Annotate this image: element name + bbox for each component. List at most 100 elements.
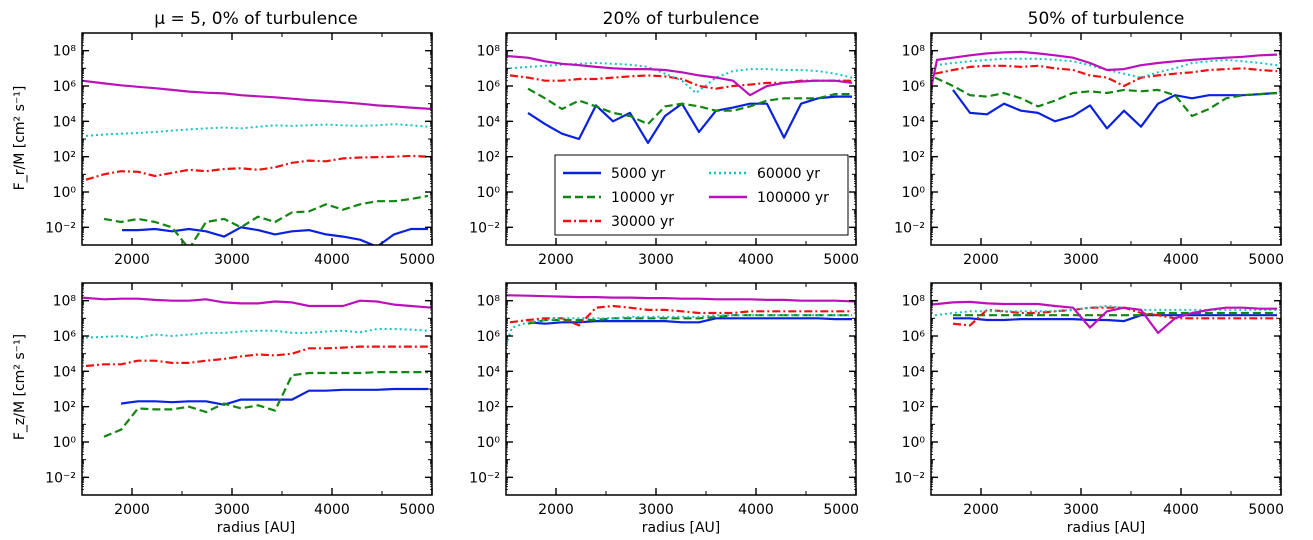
xlabel-1: radius [AU]: [642, 520, 720, 536]
y-tick-label: 10⁶: [53, 79, 77, 95]
x-tick-label: 5000: [1248, 252, 1284, 268]
x-tick-label: 2000: [114, 502, 150, 518]
y-tick-label: 10⁴: [53, 364, 77, 380]
series-line-30000-yr: [952, 306, 1277, 327]
y-tick-label: 10⁴: [477, 364, 501, 380]
series-line-60000-yr: [85, 328, 429, 339]
axes-frame: [930, 32, 1282, 246]
series-line-10000-yr: [103, 194, 429, 245]
y-tick-label: 10⁸: [477, 44, 501, 60]
y-tick-label: 10⁶: [902, 329, 926, 345]
y-tick-label: 10⁸: [53, 44, 77, 60]
panel-2: 10⁻² 10⁰ 10² 10⁴ 10⁶ 10⁸ 2000 3000 4000 5000: [894, 32, 1284, 268]
x-tick-label: 4000: [314, 502, 350, 518]
x-tick-label: 3000: [214, 502, 250, 518]
panel-title-2: 50% of turbulence: [1028, 9, 1185, 29]
series-line-60000-yr: [509, 62, 853, 94]
x-tick-label: 2000: [114, 252, 150, 268]
panel-3: 10⁻² 10⁰ 10² 10⁴ 10⁶ 10⁸ 2000 3000 4000 5000: [45, 282, 435, 518]
series-group: [931, 300, 1277, 334]
y-tick-label: 10⁶: [902, 79, 926, 95]
x-tick-label: 2000: [538, 502, 574, 518]
legend-box: [554, 154, 849, 236]
series-line-5000-yr: [120, 387, 428, 406]
series-line-10000-yr: [527, 87, 852, 126]
x-tick-label: 2000: [538, 252, 574, 268]
y-tick-label: 10⁻²: [45, 470, 76, 486]
y-tick-label: 10⁸: [902, 44, 926, 60]
x-tick-label: 3000: [1063, 252, 1099, 268]
legend-entry: 10000 yr: [611, 190, 674, 206]
series-line-5000-yr: [527, 317, 852, 325]
series-line-100000-yr: [82, 79, 432, 111]
x-tick-label: 4000: [738, 252, 774, 268]
xlabel-0: radius [AU]: [217, 520, 295, 536]
y-tick-label: 10⁶: [477, 329, 501, 345]
series-line-100000-yr: [82, 296, 432, 309]
x-tick-label: 4000: [738, 502, 774, 518]
x-tick-label: 4000: [1163, 252, 1199, 268]
series-group: [931, 50, 1278, 130]
legend-entry: 30000 yr: [611, 214, 674, 230]
series-group: [506, 54, 853, 144]
series-line-10000-yr: [953, 311, 1277, 317]
x-tick-label: 5000: [399, 252, 435, 268]
y-tick-label: 10⁻²: [894, 470, 925, 486]
series-line-5000-yr: [122, 226, 428, 245]
y-tick-label: 10⁻²: [894, 220, 925, 236]
y-tick-label: 10⁴: [477, 114, 501, 130]
x-tick-label: 5000: [399, 502, 435, 518]
x-tick-label: 4000: [1163, 502, 1199, 518]
series-line-60000-yr: [85, 123, 429, 137]
series-line-100000-yr: [506, 294, 856, 303]
series-line-60000-yr: [934, 305, 1277, 317]
y-tick-label: 10⁸: [53, 294, 77, 310]
series-line-10000-yr: [103, 371, 428, 438]
y-tick-label: 10⁰: [477, 185, 501, 201]
series-line-30000-yr: [934, 64, 1278, 88]
y-tick-label: 10²: [902, 400, 925, 416]
y-axis-labels: F_r/M [cm² s⁻¹] F_z/M [cm² s⁻¹]: [12, 86, 28, 440]
x-tick-label: 5000: [823, 252, 859, 268]
y-tick-label: 10⁴: [902, 364, 926, 380]
series-line-5000-yr: [527, 95, 852, 144]
x-tick-label: 2000: [963, 502, 999, 518]
series-group: [82, 296, 432, 438]
series-line-30000-yr: [85, 345, 428, 368]
x-tick-label: 2000: [963, 252, 999, 268]
x-tick-label: 3000: [638, 252, 674, 268]
x-tick-label: 3000: [1063, 502, 1099, 518]
legend-entry: 5000 yr: [611, 166, 665, 182]
y-tick-label: 10²: [53, 150, 76, 166]
series-group: [506, 294, 856, 346]
x-tick-label: 3000: [638, 502, 674, 518]
x-tick-label: 5000: [823, 502, 859, 518]
series-line-60000-yr: [506, 314, 852, 346]
series-line-5000-yr: [953, 314, 1277, 323]
y-tick-label: 10⁸: [902, 294, 926, 310]
y-tick-label: 10⁴: [53, 114, 77, 130]
x-tick-label: 3000: [214, 252, 250, 268]
series-line-30000-yr: [85, 154, 429, 181]
y-tick-label: 10⁴: [902, 114, 926, 130]
y-tick-label: 10⁻²: [469, 220, 500, 236]
y-tick-label: 10⁰: [477, 435, 501, 451]
series-line-10000-yr: [934, 76, 1278, 118]
y-tick-label: 10²: [53, 400, 76, 416]
y-tick-label: 10⁰: [902, 435, 926, 451]
y-tick-label: 10²: [477, 150, 500, 166]
series-line-5000-yr: [952, 89, 1278, 130]
series-line-30000-yr: [509, 304, 852, 327]
y-tick-label: 10⁰: [53, 185, 77, 201]
x-tick-label: 4000: [314, 252, 350, 268]
y-tick-label: 10²: [902, 150, 925, 166]
series-group: [82, 79, 432, 245]
panel-title-1: 20% of turbulence: [603, 9, 760, 29]
legend: 5000 yr 10000 yr 30000 yr 60000 yr 100000 yr: [554, 154, 849, 236]
y-tick-label: 10⁰: [53, 435, 77, 451]
y-tick-label: 10⁰: [902, 185, 926, 201]
legend-entry: 100000 yr: [757, 190, 829, 206]
panel-title-0: μ = 5, 0% of turbulence: [154, 9, 357, 29]
